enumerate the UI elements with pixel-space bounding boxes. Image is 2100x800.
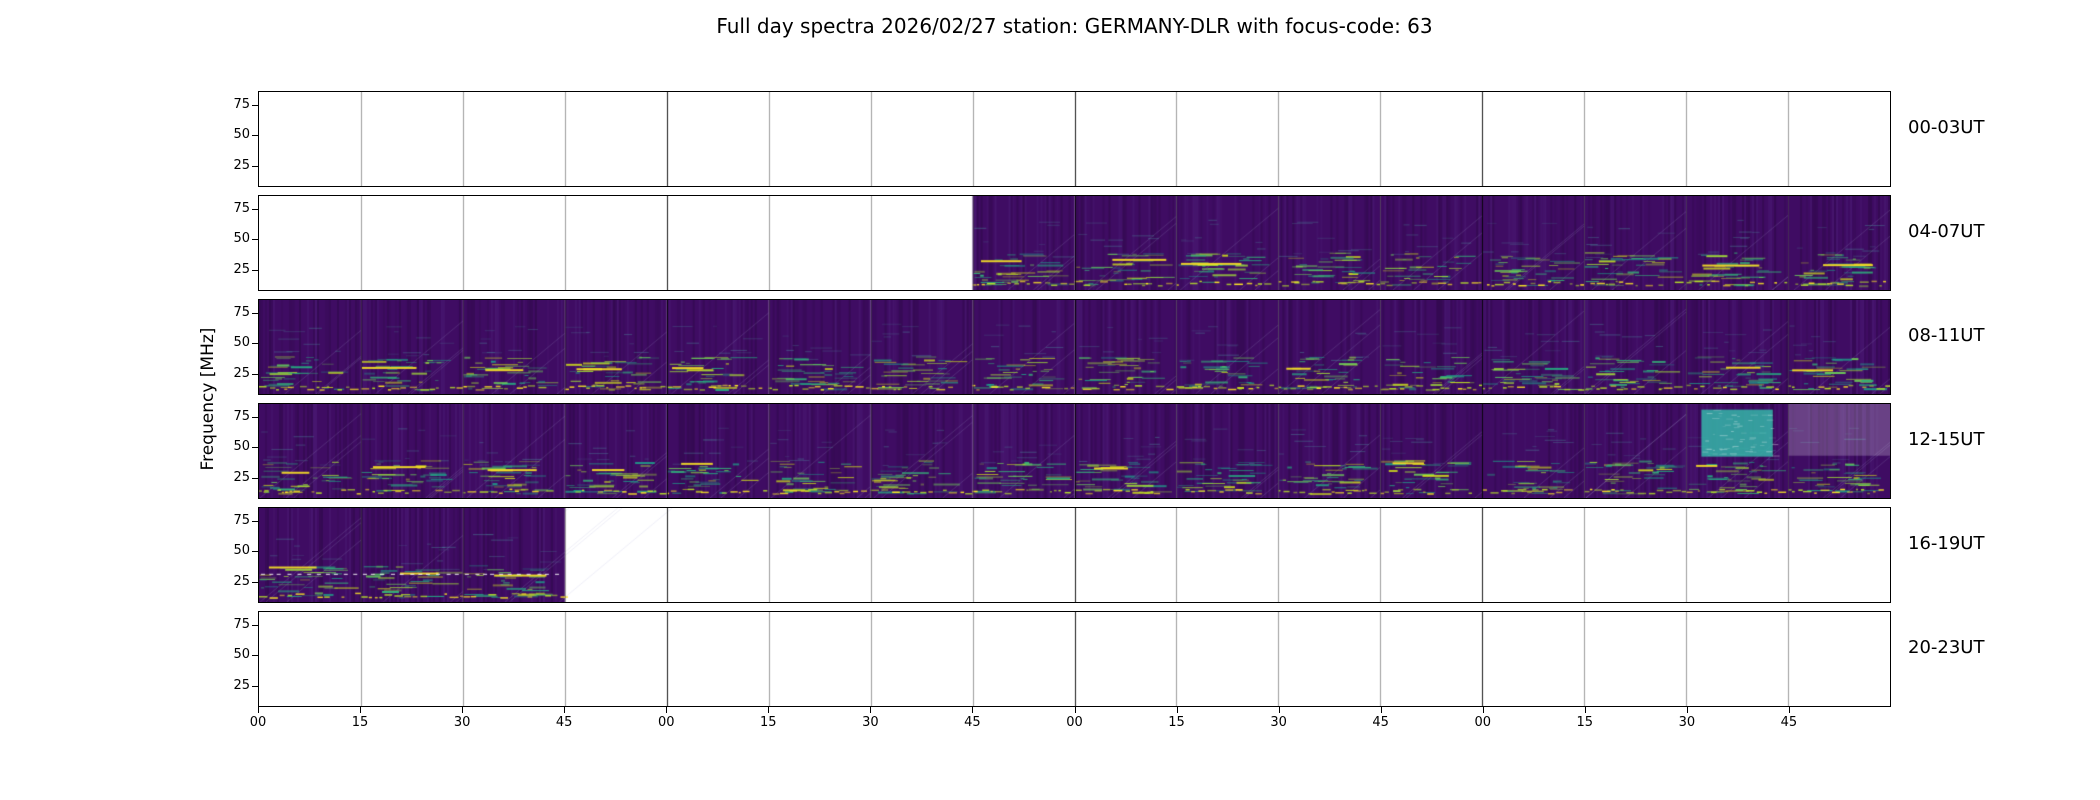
spectra-row-00-03UT: [258, 91, 1891, 187]
y-tick-label: 25: [233, 573, 250, 589]
x-tick-label: 00: [657, 715, 675, 730]
x-tick-label: 15: [1168, 715, 1185, 730]
spectrogram-canvas: [259, 196, 1890, 290]
x-tick-mark: [1788, 707, 1790, 713]
x-tick-label: 15: [351, 715, 369, 730]
y-tick-label: 50: [233, 647, 250, 663]
y-tick-label: 75: [233, 513, 250, 529]
y-axis-label: Frequency [MHz]: [198, 327, 218, 471]
x-tick-mark: [666, 707, 668, 713]
x-tick-label: 45: [964, 715, 981, 730]
y-tick-label: 25: [233, 469, 250, 485]
row-time-label: 16-19UT: [1908, 533, 1985, 554]
y-tick-mark: [252, 105, 258, 107]
x-tick-mark: [1482, 707, 1484, 713]
y-tick-label: 75: [233, 617, 250, 633]
x-tick-mark: [870, 707, 872, 713]
y-tick-mark: [252, 625, 258, 627]
x-tick-label: 45: [555, 715, 573, 730]
x-tick-mark: [1686, 707, 1688, 713]
y-tick-label: 25: [233, 365, 250, 381]
x-tick-label: 30: [453, 715, 471, 730]
y-tick-mark: [252, 373, 258, 375]
x-tick-label: 45: [1780, 715, 1798, 730]
y-tick-mark: [252, 447, 258, 449]
x-tick-label: 45: [1372, 715, 1389, 730]
spectra-row-20-23UT: [258, 611, 1891, 707]
y-tick-label: 75: [233, 201, 250, 217]
y-tick-label: 75: [233, 305, 250, 321]
y-tick-mark: [252, 521, 258, 523]
x-tick-mark: [258, 707, 259, 713]
spectra-row-04-07UT: [258, 195, 1891, 291]
spectrogram-canvas: [259, 612, 1890, 706]
spectrogram-canvas: [259, 508, 1890, 602]
x-tick-label: 15: [1576, 715, 1594, 730]
y-tick-mark: [252, 135, 258, 137]
y-tick-label: 25: [233, 261, 250, 277]
y-tick-label: 50: [233, 231, 250, 247]
y-tick-mark: [252, 239, 258, 241]
y-tick-label: 75: [233, 97, 250, 113]
x-tick-mark: [1278, 707, 1280, 713]
spectrogram-canvas: [259, 300, 1890, 394]
spectrogram-canvas: [259, 404, 1890, 498]
x-tick-mark: [1176, 707, 1178, 713]
figure-title: Full day spectra 2026/02/27 station: GER…: [716, 14, 1433, 38]
x-tick-mark: [462, 707, 464, 713]
y-tick-mark: [252, 269, 258, 271]
y-tick-mark: [252, 685, 258, 687]
row-time-label: 04-07UT: [1908, 221, 1985, 242]
x-tick-mark: [1380, 707, 1382, 713]
y-tick-label: 25: [233, 677, 250, 693]
row-time-label: 00-03UT: [1908, 117, 1985, 138]
y-tick-mark: [252, 477, 258, 479]
row-time-label: 08-11UT: [1908, 325, 1985, 346]
y-tick-label: 50: [233, 127, 250, 143]
spectra-row-16-19UT: [258, 507, 1891, 603]
y-tick-mark: [252, 417, 258, 419]
x-tick-mark: [1074, 707, 1076, 713]
y-tick-mark: [252, 313, 258, 315]
y-tick-mark: [252, 551, 258, 553]
y-tick-label: 50: [233, 543, 250, 559]
spectrogram-canvas: [259, 92, 1890, 186]
x-tick-label: 00: [249, 715, 267, 730]
y-tick-mark: [252, 209, 258, 211]
x-tick-mark: [360, 707, 362, 713]
y-tick-label: 50: [233, 335, 250, 351]
y-tick-label: 75: [233, 409, 250, 425]
x-tick-mark: [564, 707, 566, 713]
x-tick-label: 30: [1270, 715, 1287, 730]
row-time-label: 20-23UT: [1908, 637, 1985, 658]
x-tick-mark: [768, 707, 770, 713]
y-tick-mark: [252, 655, 258, 657]
x-tick-mark: [1584, 707, 1586, 713]
x-tick-label: 00: [1066, 715, 1083, 730]
spectra-row-08-11UT: [258, 299, 1891, 395]
x-tick-mark: [972, 707, 974, 713]
y-tick-label: 50: [233, 439, 250, 455]
y-tick-mark: [252, 581, 258, 583]
y-tick-mark: [252, 165, 258, 167]
y-tick-label: 25: [233, 157, 250, 173]
x-tick-label: 30: [1678, 715, 1696, 730]
x-tick-label: 00: [1474, 715, 1492, 730]
y-tick-mark: [252, 343, 258, 345]
x-tick-label: 15: [760, 715, 777, 730]
spectra-row-12-15UT: [258, 403, 1891, 499]
x-tick-label: 30: [862, 715, 879, 730]
row-time-label: 12-15UT: [1908, 429, 1985, 450]
